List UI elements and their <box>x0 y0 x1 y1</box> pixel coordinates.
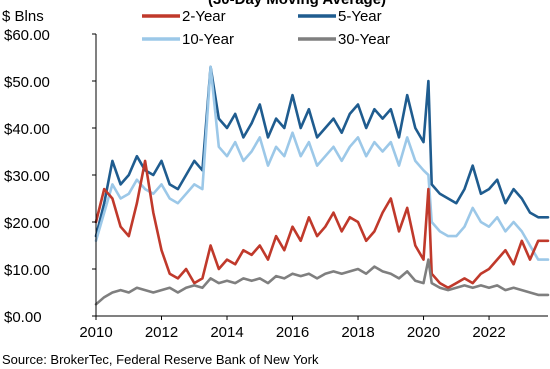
series-line-5-year <box>94 65 550 238</box>
x-tick-label: 2018 <box>341 324 374 341</box>
y-tick-label: $40.00 <box>4 121 50 138</box>
legend-item-2-year: 2-Year <box>142 8 226 25</box>
legend-label: 30-Year <box>338 31 390 48</box>
series-line-10-year <box>94 65 550 261</box>
legend-item-5-year: 5-Year <box>298 8 382 25</box>
y-tick-label: $0.00 <box>4 309 42 326</box>
y-tick-label: $20.00 <box>4 215 50 232</box>
legend: 2-Year 5-Year 10-Year 30-Year <box>142 8 390 48</box>
legend-item-10-year: 10-Year <box>142 31 234 48</box>
series-line-2-year <box>94 159 550 290</box>
series-line-30-year <box>94 258 550 306</box>
y-tick-label: $50.00 <box>4 74 50 91</box>
x-tick-label: 2014 <box>210 324 243 341</box>
x-tick-label: 2016 <box>276 324 309 341</box>
legend-item-30-year: 30-Year <box>298 31 390 48</box>
y-axis-unit-label: $ Blns <box>2 8 44 25</box>
x-tick-label: 2020 <box>407 324 440 341</box>
y-tick-label: $30.00 <box>4 168 50 185</box>
legend-label: 10-Year <box>182 31 234 48</box>
series-lines <box>94 65 550 306</box>
x-axis-ticks: 2010 2012 2014 2016 2018 2020 2022 <box>79 316 506 341</box>
x-tick-label: 2010 <box>79 324 112 341</box>
legend-label: 2-Year <box>182 8 226 25</box>
y-tick-label: $60.00 <box>4 27 50 44</box>
x-tick-label: 2022 <box>472 324 505 341</box>
y-axis-ticks: $0.00 $10.00 $20.00 $30.00 $40.00 $50.00 $60.0… <box>4 27 96 326</box>
source-note: Source: BrokerTec, Federal Reserve Bank … <box>2 352 319 367</box>
x-tick-label: 2012 <box>145 324 178 341</box>
legend-label: 5-Year <box>338 8 382 25</box>
chart-title: (30-Day Moving Average) <box>208 0 386 8</box>
y-tick-label: $10.00 <box>4 262 50 279</box>
